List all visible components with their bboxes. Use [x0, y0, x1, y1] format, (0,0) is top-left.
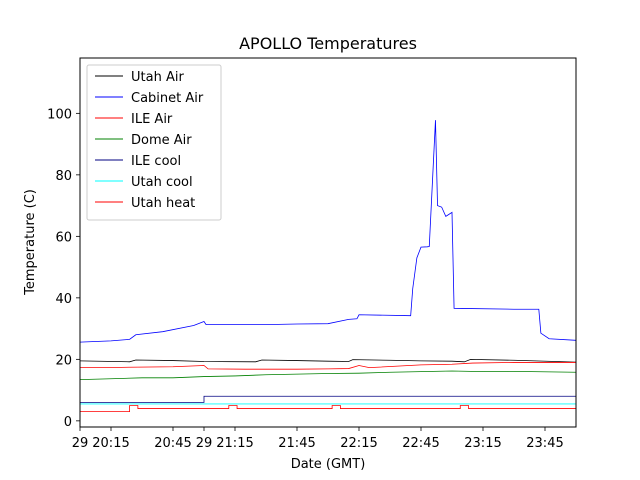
y-tick-label: 40	[55, 292, 72, 307]
plot-area: 29 20:15 20:45 29 21:15 21:45 22:15 22:45 23:15 2…	[47, 57, 577, 451]
y-tick-label: 100	[47, 107, 72, 122]
legend-label: Cabinet Air	[131, 91, 204, 106]
chart-title: APOLLO Temperatures	[239, 34, 417, 53]
x-tick-label: 22:45	[402, 436, 439, 451]
y-axis-label: Temperature (C)	[23, 189, 38, 296]
x-tick-label: 29	[72, 436, 89, 451]
x-tick-label: 21:15	[216, 436, 253, 451]
series-line-3	[79, 370, 577, 381]
series-line-4	[80, 395, 576, 403]
y-tick-label: 80	[55, 169, 72, 184]
series-line-0	[79, 358, 577, 363]
series-line-6	[80, 405, 576, 413]
x-tick-label: 21:45	[278, 436, 315, 451]
legend-label: ILE Air	[131, 112, 173, 127]
x-tick-label: 29	[196, 436, 213, 451]
y-tick-label: 20	[55, 353, 72, 368]
x-tick-label: 22:15	[340, 436, 377, 451]
legend-label: Dome Air	[131, 133, 192, 148]
x-axis-ticks: 29 20:15 20:45 29 21:15 21:45 22:15 22:45 23:15 2…	[72, 427, 564, 451]
legend-label: Utah Air	[131, 70, 184, 85]
x-tick-label: 23:15	[464, 436, 501, 451]
y-axis-ticks: 0 20 40 60 80 100	[47, 107, 80, 430]
legend-label: ILE cool	[131, 154, 181, 169]
y-tick-label: 0	[64, 415, 72, 430]
legend: Utah Air Cabinet Air ILE Air Dome Air ILE co…	[86, 64, 222, 221]
x-tick-label: 23:45	[526, 436, 563, 451]
legend-label: Utah cool	[131, 175, 193, 190]
series-layer	[79, 120, 577, 413]
plot-frame	[79, 57, 577, 428]
y-tick-label: 60	[55, 230, 72, 245]
x-axis-label: Date (GMT)	[291, 457, 366, 472]
x-tick-label: 20:45	[154, 436, 191, 451]
legend-label: Utah heat	[131, 196, 195, 211]
x-tick-label: 20:15	[92, 436, 129, 451]
series-line-2	[80, 362, 576, 370]
series-line-1	[79, 120, 577, 343]
